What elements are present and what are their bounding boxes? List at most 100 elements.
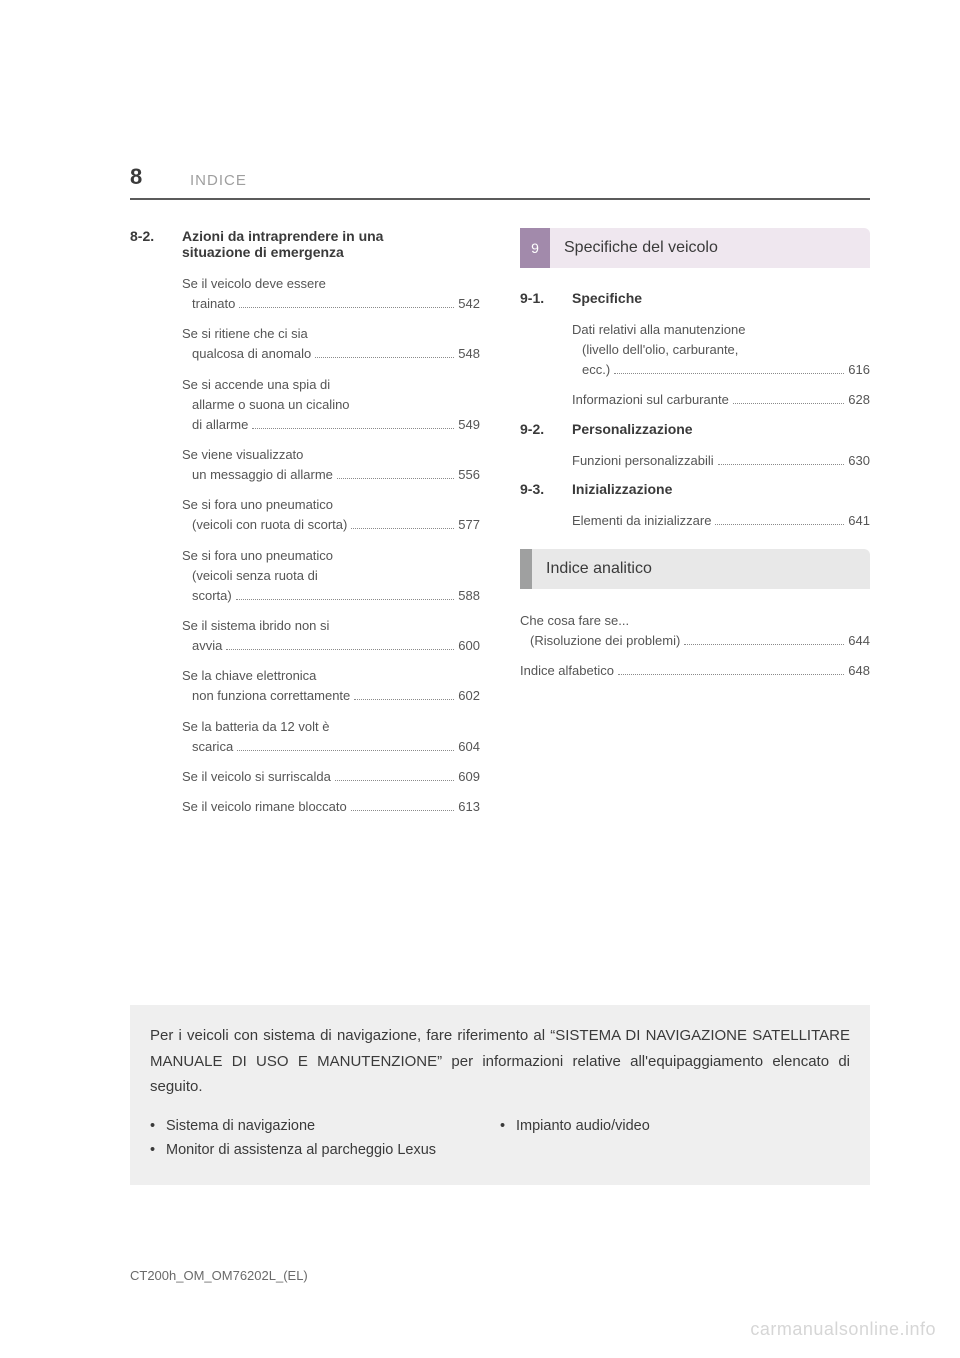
toc-text: (livello dell'olio, carburante, <box>572 340 870 360</box>
bullet-item: •Sistema di navigazione <box>150 1114 490 1139</box>
section-number: 9-1. <box>520 290 572 306</box>
section-title: Specifiche <box>572 290 642 306</box>
toc-text: Indice alfabetico <box>520 661 614 681</box>
toc-entry: Se la batteria da 12 volt è scarica 604 <box>182 717 480 757</box>
info-bullets-right: •Impianto audio/video <box>500 1114 850 1163</box>
leader-dots <box>733 403 844 404</box>
toc-text: Che cosa fare se... <box>520 611 870 631</box>
toc-page: 616 <box>848 360 870 380</box>
leader-dots <box>335 780 454 781</box>
toc-text: Se il veicolo si surriscalda <box>182 767 331 787</box>
section-title: Azioni da intraprendere in una situazion… <box>182 228 383 260</box>
section-title: Personalizzazione <box>572 421 693 437</box>
chapter-label: Specifiche del veicolo <box>550 228 870 268</box>
toc-entry: Se il sistema ibrido non si avvia600 <box>182 616 480 656</box>
toc-text: Se si accende una spia di <box>182 375 480 395</box>
toc-text: Dati relativi alla manutenzione <box>572 320 870 340</box>
toc-page: 588 <box>458 586 480 606</box>
toc-entry: Se la chiave elettronica non funziona co… <box>182 666 480 706</box>
bullet-text: Monitor di assistenza al parcheggio Lexu… <box>166 1138 436 1163</box>
toc-entry: Se si accende una spia di allarme o suon… <box>182 375 480 435</box>
section-title-line1: Azioni da intraprendere in una <box>182 228 383 244</box>
leader-dots <box>237 750 454 751</box>
toc-entry: Se il veicolo deve essere trainato542 <box>182 274 480 314</box>
leader-dots <box>252 428 454 429</box>
toc-entry: Se si ritiene che ci sia qualcosa di ano… <box>182 324 480 364</box>
leader-dots <box>354 699 454 700</box>
toc-text: Informazioni sul carburante <box>572 390 729 410</box>
chapter-9-tab: 9 Specifiche del veicolo <box>520 228 870 268</box>
section-title: Inizializzazione <box>572 481 672 497</box>
toc-text: Se la chiave elettronica <box>182 666 480 686</box>
toc-text: qualcosa di anomalo <box>192 344 311 364</box>
toc-text: Se si ritiene che ci sia <box>182 324 480 344</box>
toc-text: Se la batteria da 12 volt è <box>182 717 480 737</box>
toc-text: un messaggio di allarme <box>192 465 333 485</box>
toc-entry: Indice alfabetico 648 <box>520 661 870 681</box>
toc-text: non funziona correttamente <box>192 686 350 706</box>
content-columns: 8-2. Azioni da intraprendere in una situ… <box>130 228 870 827</box>
leader-dots <box>236 599 455 600</box>
toc-page: 613 <box>458 797 480 817</box>
section-number: 9-2. <box>520 421 572 437</box>
toc-text: Se viene visualizzato <box>182 445 480 465</box>
info-bullets: •Sistema di navigazione •Monitor di assi… <box>150 1114 850 1163</box>
leader-dots <box>337 478 454 479</box>
toc-text: allarme o suona un cicalino <box>182 395 480 415</box>
toc-entry: Se il veicolo rimane bloccato 613 <box>182 797 480 817</box>
toc-text: avvia <box>192 636 222 656</box>
toc-text: (Risoluzione dei problemi) <box>530 631 680 651</box>
toc-page: 548 <box>458 344 480 364</box>
toc-entry: Funzioni personalizzabili630 <box>572 451 870 471</box>
index-tab-accent <box>520 549 532 589</box>
toc-text: Se il veicolo deve essere <box>182 274 480 294</box>
header-title: INDICE <box>190 172 247 189</box>
toc-page: 604 <box>458 737 480 757</box>
info-paragraph: Per i veicoli con sistema di navigazione… <box>150 1023 850 1100</box>
leader-dots <box>351 810 455 811</box>
bullet-item: •Impianto audio/video <box>500 1114 840 1139</box>
toc-text: di allarme <box>192 415 248 435</box>
toc-entry: Se il veicolo si surriscalda 609 <box>182 767 480 787</box>
toc-page: 628 <box>848 390 870 410</box>
toc-text: Se il veicolo rimane bloccato <box>182 797 347 817</box>
info-bullets-left: •Sistema di navigazione •Monitor di assi… <box>150 1114 500 1163</box>
toc-text: scarica <box>192 737 233 757</box>
toc-text: (veicoli senza ruota di <box>182 566 480 586</box>
toc-page: 648 <box>848 661 870 681</box>
toc-page: 609 <box>458 767 480 787</box>
leader-dots <box>684 644 844 645</box>
bullet-icon: • <box>150 1138 166 1163</box>
toc-text: Se si fora uno pneumatico <box>182 546 480 566</box>
toc-text: Elementi da inizializzare <box>572 511 711 531</box>
index-tab-label: Indice analitico <box>532 549 870 589</box>
toc-text: Se il sistema ibrido non si <box>182 616 480 636</box>
left-column: 8-2. Azioni da intraprendere in una situ… <box>130 228 480 827</box>
toc-text: (veicoli con ruota di scorta) <box>192 515 347 535</box>
index-tab: Indice analitico <box>520 549 870 589</box>
toc-entry: Informazioni sul carburante 628 <box>572 390 870 410</box>
leader-dots <box>715 524 844 525</box>
leader-dots <box>226 649 454 650</box>
leader-dots <box>718 464 845 465</box>
page: 8 INDICE 8-2. Azioni da intraprendere in… <box>0 0 960 1358</box>
page-header: 8 INDICE <box>130 170 870 200</box>
leader-dots <box>618 674 844 675</box>
index-entries: Che cosa fare se... (Risoluzione dei pro… <box>520 611 870 681</box>
section-title-line2: situazione di emergenza <box>182 244 344 260</box>
toc-entry: Che cosa fare se... (Risoluzione dei pro… <box>520 611 870 651</box>
section-9-3-heading: 9-3. Inizializzazione <box>520 481 870 497</box>
toc-entry: Se si fora uno pneumatico (veicoli senza… <box>182 546 480 606</box>
bullet-text: Impianto audio/video <box>516 1114 650 1139</box>
toc-text: ecc.) <box>582 360 610 380</box>
leader-dots <box>351 528 454 529</box>
chapter-number: 9 <box>520 228 550 268</box>
watermark: carmanualsonline.info <box>750 1319 936 1340</box>
toc-entry: Se si fora uno pneumatico (veicoli con r… <box>182 495 480 535</box>
toc-page: 577 <box>458 515 480 535</box>
leader-dots <box>614 373 844 374</box>
toc-entry: Se viene visualizzato un messaggio di al… <box>182 445 480 485</box>
toc-page: 641 <box>848 511 870 531</box>
toc-text: Se si fora uno pneumatico <box>182 495 480 515</box>
section-8-2-heading: 8-2. Azioni da intraprendere in una situ… <box>130 228 480 260</box>
